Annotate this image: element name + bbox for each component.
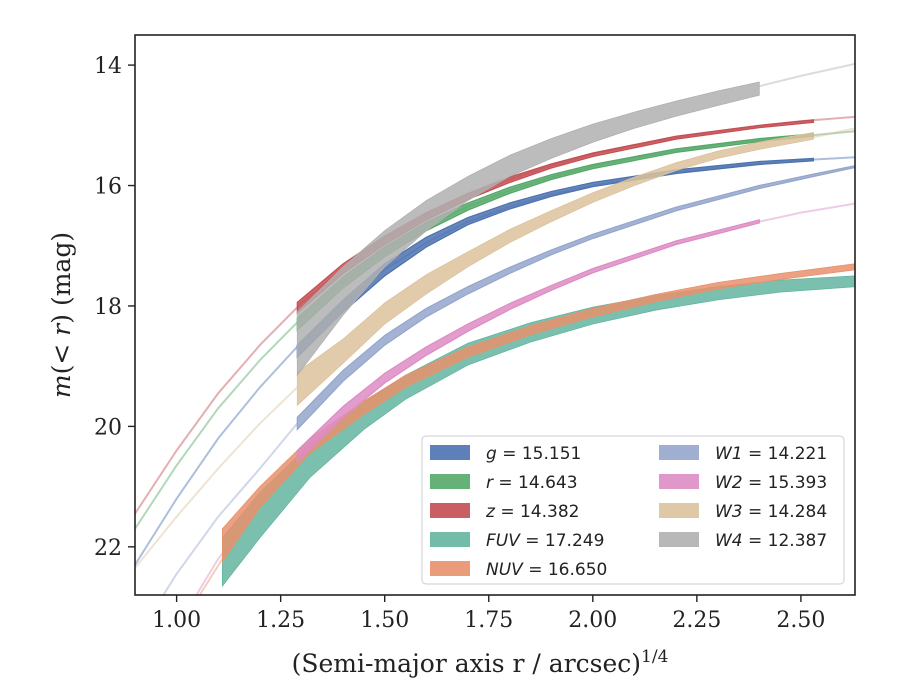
legend-label-6: W2 = 15.393 — [715, 473, 827, 493]
series-8-faint-line-0 — [758, 62, 855, 88]
y-tick-label-1: 16 — [94, 175, 122, 200]
legend-label-0: g = 15.151 — [486, 444, 581, 464]
legend-swatch-0 — [430, 445, 470, 460]
legend-label-5: W1 = 14.221 — [715, 444, 827, 464]
series-6-faint-line-1 — [758, 202, 855, 223]
x-tick-label-3: 1.75 — [464, 608, 513, 633]
y-tick-label-3: 20 — [94, 415, 122, 440]
x-axis-title: (Semi-major axis r / arcsec)1/4 — [292, 647, 669, 678]
x-tick-label-6: 2.50 — [776, 608, 825, 633]
legend-label-8: W4 = 12.387 — [715, 531, 827, 551]
ticks-layer: 1.00 1.25 1.50 1.75 2.00 2.25 2.50 14 16 18 20 22 — [94, 54, 825, 633]
x-tick-label-1: 1.25 — [256, 608, 305, 633]
legend-label-2: z = 14.382 — [485, 502, 579, 522]
x-tick-label-4: 2.00 — [568, 608, 617, 633]
legend-frame — [421, 435, 845, 585]
y-tick-label-4: 22 — [94, 536, 122, 561]
legend-swatch-3 — [430, 532, 470, 547]
legend-swatch-2 — [430, 503, 470, 518]
legend-swatch-7 — [659, 503, 699, 518]
plot-frame — [134, 34, 856, 596]
legend-swatch-5 — [659, 445, 699, 460]
series-7-faint-line-0 — [135, 386, 299, 569]
y-tick-label-2: 18 — [94, 295, 122, 320]
legend-swatch-8 — [659, 532, 699, 547]
series-6-band — [296, 219, 760, 464]
legend-label-7: W3 = 14.284 — [715, 502, 827, 522]
legend: g = 15.151 r = 14.643 z = 14.382 FUV = 17.2… — [421, 435, 845, 585]
series-4-faint-line-0 — [198, 557, 224, 595]
legend-swatch-4 — [430, 561, 470, 576]
series-5-band — [296, 165, 855, 431]
y-axis-title: m(< r) (mag) — [47, 232, 76, 398]
series-7-band — [296, 132, 814, 407]
series-7-faint-line-1 — [812, 127, 855, 139]
x-tick-label-2: 1.50 — [360, 608, 409, 633]
legend-label-3: FUV = 17.249 — [486, 531, 604, 551]
x-tick-label-0: 1.00 — [152, 608, 201, 633]
series-8-band — [296, 81, 760, 377]
x-tick-label-5: 2.25 — [672, 608, 721, 633]
legend-swatch-6 — [659, 474, 699, 489]
legend-swatch-1 — [430, 474, 470, 489]
series-5-faint-line-0 — [162, 422, 299, 595]
series-layer — [135, 62, 855, 595]
y-tick-label-0: 14 — [94, 54, 122, 79]
legend-label-1: r = 14.643 — [486, 473, 578, 493]
legend-label-4: NUV = 16.650 — [486, 560, 607, 580]
series-0-band — [296, 157, 814, 359]
